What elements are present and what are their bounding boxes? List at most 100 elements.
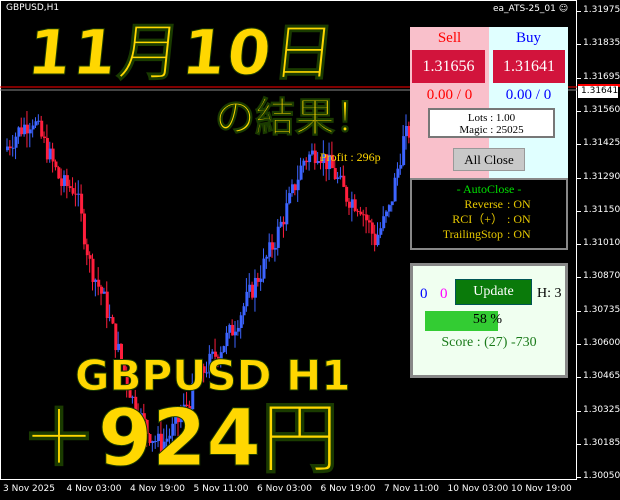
progress-bar: 58 % xyxy=(425,311,550,331)
autoclose-row: TrailingStop: ON xyxy=(412,227,566,242)
candle-body xyxy=(54,161,58,168)
candle-body xyxy=(262,258,266,279)
candle-body xyxy=(222,346,226,353)
candle-body xyxy=(177,415,180,423)
candlestick-chart[interactable] xyxy=(0,0,577,480)
candle-body xyxy=(362,214,366,216)
candle-body xyxy=(148,434,152,443)
autoclose-title: - AutoClose - xyxy=(456,182,522,196)
time-tick: 10 Nov 19:00 xyxy=(511,484,572,494)
candle-body xyxy=(45,137,49,160)
candle-body xyxy=(125,370,129,387)
candle-body xyxy=(296,179,300,191)
all-close-button[interactable]: All Close xyxy=(453,148,525,171)
progress-label: 58 % xyxy=(472,312,503,327)
candle-body xyxy=(159,433,163,454)
time-tick: 6 Nov 03:00 xyxy=(257,484,312,494)
price-tick-mark xyxy=(577,310,581,312)
price-tick: 1.30325 xyxy=(583,404,620,415)
candle-body xyxy=(242,306,246,316)
candle-body xyxy=(251,284,255,298)
price-tick: 1.31975 xyxy=(583,5,620,15)
price-tick: 1.31425 xyxy=(583,138,620,149)
candle-body xyxy=(216,356,220,361)
candle-body xyxy=(97,279,101,287)
candle-body xyxy=(273,247,277,250)
overlay-profit: ＋924円 xyxy=(20,394,340,484)
candle-body xyxy=(108,317,112,319)
price-tick: 1.30050 xyxy=(583,471,620,482)
score-panel: 0 0 Update H: 3 58 % Score : (27) -730 xyxy=(410,263,568,378)
candle-body xyxy=(139,413,143,423)
candle-body xyxy=(111,317,115,324)
candle-body xyxy=(142,413,146,420)
price-tick-mark xyxy=(577,177,581,179)
candle-body xyxy=(302,160,306,166)
candle-body xyxy=(102,291,106,294)
overlay-pair: GBPUSD H1 xyxy=(74,351,351,400)
candle-body xyxy=(43,136,47,138)
candle-body xyxy=(17,127,21,137)
buy-button[interactable]: 1.31641 xyxy=(493,50,565,83)
candle-body xyxy=(122,360,126,371)
candle-body xyxy=(253,277,257,298)
candle-body xyxy=(276,226,280,248)
price-tick-mark xyxy=(577,210,581,212)
buy-position: 0.00 / 0 xyxy=(505,87,552,103)
candle-body xyxy=(137,414,141,423)
ea-label: ea_ATS-25_01 ☺ xyxy=(493,4,568,14)
candle-body xyxy=(196,381,200,385)
candle-body xyxy=(308,154,312,163)
candle-body xyxy=(359,211,363,215)
autoclose-key: TrailingStop xyxy=(442,227,503,241)
ask-marker xyxy=(578,84,620,87)
candle-body xyxy=(214,351,218,357)
candle-body xyxy=(387,205,391,212)
candle-body xyxy=(165,438,169,442)
candle-body xyxy=(182,404,186,415)
candle-body xyxy=(37,120,41,122)
candle-body xyxy=(390,201,394,206)
time-tick: 5 Nov 11:00 xyxy=(193,484,249,494)
candle-body xyxy=(151,441,155,443)
candle-body xyxy=(211,351,215,354)
candle-body xyxy=(239,315,243,328)
price-tick-mark xyxy=(577,44,581,46)
candle-body xyxy=(259,278,263,282)
candle-body xyxy=(231,324,235,336)
candle-body xyxy=(74,193,78,195)
candle-body xyxy=(11,147,15,149)
candle-body xyxy=(68,186,72,189)
candle-body xyxy=(157,433,161,442)
candle-body xyxy=(236,327,240,332)
candle-body xyxy=(85,244,89,256)
candle-body xyxy=(162,441,166,454)
candle-body xyxy=(179,414,183,423)
candle-body xyxy=(23,124,27,135)
ea-name: ea_ATS-25_01 xyxy=(493,4,556,14)
candle-body xyxy=(208,353,212,373)
candle-body xyxy=(34,121,38,126)
candle-body xyxy=(310,150,314,155)
candle-body xyxy=(168,435,172,439)
time-tick: 3 Nov 2025 xyxy=(3,484,55,494)
candle-body xyxy=(299,165,303,180)
candle-body xyxy=(350,199,354,208)
candle-body xyxy=(80,193,84,214)
candle-body xyxy=(305,160,309,163)
sell-label: Sell xyxy=(437,30,462,46)
update-button[interactable]: Update xyxy=(455,279,532,305)
candle-body xyxy=(28,129,32,134)
candle-body xyxy=(399,165,403,169)
candle-body xyxy=(57,167,61,179)
count-blue: 0 xyxy=(420,286,428,302)
price-tick: 1.30870 xyxy=(583,271,620,282)
sell-button[interactable]: 1.31656 xyxy=(412,50,485,83)
price-tick-mark xyxy=(577,410,581,412)
candle-body xyxy=(367,220,371,223)
magic-value: Magic : 25025 xyxy=(459,124,524,136)
candle-body xyxy=(265,256,269,259)
price-tick: 1.30600 xyxy=(583,338,620,348)
candle-body xyxy=(114,323,118,351)
candle-body xyxy=(382,216,386,229)
